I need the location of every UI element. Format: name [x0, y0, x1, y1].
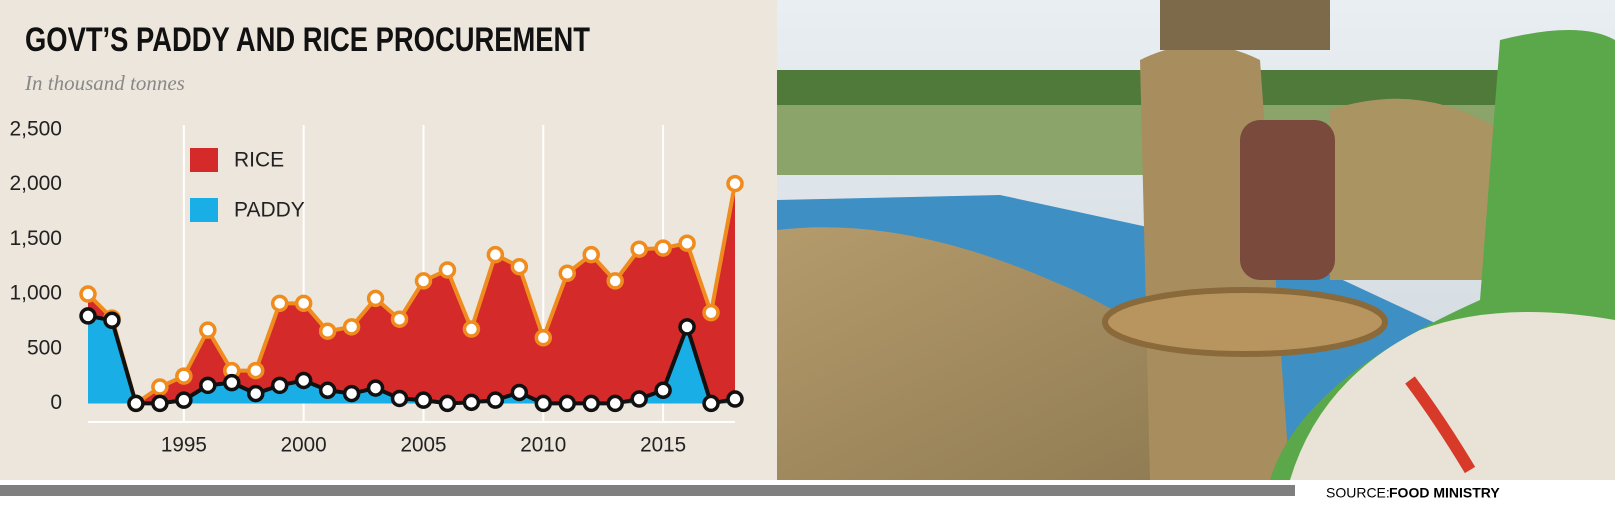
legend-swatch: [190, 198, 218, 222]
marker: [318, 381, 337, 400]
y-tick-label: 2,500: [9, 118, 62, 141]
marker: [606, 272, 624, 290]
marker: [223, 373, 241, 392]
marker: [678, 234, 696, 252]
chart-title: GOVT’S PADDY AND RICE PROCUREMENT: [25, 21, 590, 59]
marker: [438, 394, 457, 413]
x-tick-label: 1995: [161, 434, 207, 457]
marker: [702, 394, 720, 413]
marker: [79, 307, 97, 325]
marker: [103, 311, 121, 330]
marker: [151, 394, 169, 413]
source: FOOD MINISTRY: [1389, 485, 1500, 501]
marker: [726, 390, 744, 408]
legend-label: PADDY: [234, 199, 305, 222]
marker: [294, 371, 313, 390]
marker: [246, 384, 265, 403]
y-tick-label: 500: [27, 336, 62, 359]
legend-label: RICE: [234, 149, 284, 172]
line: [86, 183, 737, 406]
chart-subtitle: In thousand tonnes: [24, 71, 185, 95]
marker: [366, 289, 385, 308]
legend-swatch: [190, 148, 218, 172]
marker: [654, 239, 672, 257]
x-tick-label: 2005: [400, 434, 446, 457]
marker: [678, 318, 696, 336]
marker: [534, 329, 553, 347]
y-tick-label: 2,000: [9, 172, 62, 195]
marker: [270, 376, 289, 395]
marker: [390, 389, 409, 408]
marker: [175, 367, 193, 385]
marker: [558, 394, 577, 413]
y-tick-label: 1,500: [9, 227, 62, 250]
marker: [438, 261, 457, 279]
marker: [199, 321, 217, 339]
footer-bar: [0, 485, 1295, 496]
marker: [175, 391, 193, 409]
x-tick-label: 2015: [640, 434, 686, 457]
marker: [342, 318, 361, 336]
marker: [582, 245, 600, 264]
marker: [510, 257, 529, 276]
y-tick-label: 0: [50, 391, 62, 414]
marker: [199, 376, 217, 395]
photo: [777, 0, 1615, 480]
marker: [630, 390, 648, 408]
marker: [79, 285, 97, 303]
marker: [582, 394, 600, 413]
marker: [510, 383, 529, 402]
marker: [654, 381, 672, 400]
marker: [630, 240, 648, 258]
y-tick-label: 1,000: [9, 282, 62, 305]
marker: [726, 174, 744, 193]
marker: [342, 384, 361, 403]
marker: [151, 378, 169, 396]
line: [87, 313, 736, 406]
marker: [606, 394, 624, 413]
marker: [414, 391, 433, 409]
marker: [270, 294, 289, 313]
marker: [702, 303, 720, 322]
marker: [127, 394, 145, 413]
marker: [294, 294, 313, 313]
marker: [462, 393, 481, 412]
x-tick-label: 2000: [281, 434, 327, 457]
marker: [390, 310, 409, 328]
marker: [534, 394, 553, 413]
area: [88, 183, 735, 404]
marker: [462, 320, 481, 338]
x-tick-label: 2010: [520, 434, 566, 457]
marker: [558, 264, 577, 283]
marker: [318, 322, 337, 340]
source-label: SOURCE:: [1326, 485, 1390, 501]
marker: [486, 245, 505, 264]
marker: [414, 272, 433, 290]
marker: [486, 391, 505, 409]
marker: [366, 379, 385, 397]
marker: [246, 361, 265, 380]
